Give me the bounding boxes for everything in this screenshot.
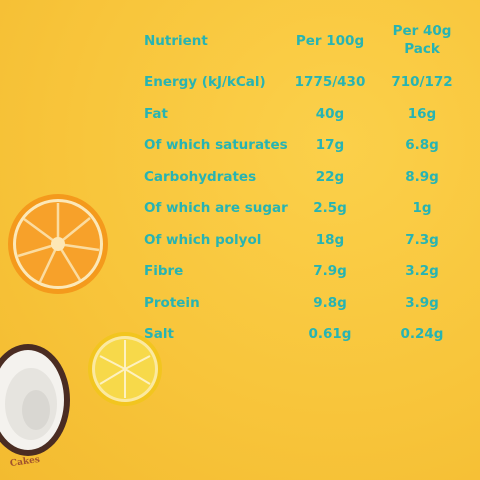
per-40g-value: 3.2g [405, 263, 439, 279]
nutrient-name: Energy (kJ/kCal) [144, 74, 266, 90]
per-40g-value: 0.24g [400, 326, 444, 342]
nutrient-name: Of which are sugar [144, 200, 288, 216]
per-40g-value: 7.3g [405, 232, 439, 248]
per-100g-value: 0.61g [308, 326, 352, 342]
per-100g-value: 2.5g [313, 200, 347, 216]
nutrient-name: Fibre [144, 263, 184, 279]
header-per-40g-pack: Per 40g Pack [392, 23, 452, 57]
per-40g-value: 710/172 [391, 74, 453, 90]
per-100g-value: 9.8g [313, 295, 347, 311]
per-100g-value: 40g [315, 106, 345, 122]
per-100g-value: 7.9g [313, 263, 347, 279]
nutrient-name: Fat [144, 106, 168, 122]
table-row: Fibre 7.9g 3.2g [144, 261, 470, 281]
table-row: Of which polyol 18g 7.3g [144, 230, 470, 250]
lemon-half-image [88, 332, 162, 406]
table-row: Fat 40g 16g [144, 104, 470, 124]
coconut-half-image [0, 344, 70, 456]
nutrient-name: Of which polyol [144, 232, 262, 248]
header-nutrient: Nutrient [144, 33, 208, 49]
table-header-row: Nutrient Per 100g Per 40g Pack [144, 23, 470, 57]
per-100g-value: 17g [315, 137, 345, 153]
nutrient-name: Salt [144, 326, 174, 342]
nutrient-name: Of which saturates [144, 137, 288, 153]
per-100g-value: 1775/430 [294, 74, 366, 90]
table-row: Energy (kJ/kCal) 1775/430 710/172 [144, 72, 470, 92]
per-40g-value: 1g [412, 200, 432, 216]
table-row: Of which saturates 17g 6.8g [144, 135, 470, 155]
nutrient-name: Carbohydrates [144, 169, 257, 185]
header-per-100g: Per 100g [295, 33, 365, 49]
per-100g-value: 22g [315, 169, 345, 185]
per-100g-value: 18g [315, 232, 345, 248]
per-40g-value: 16g [407, 106, 437, 122]
table-row: Carbohydrates 22g 8.9g [144, 167, 470, 187]
table-row: Protein 9.8g 3.9g [144, 293, 470, 313]
nutrient-name: Protein [144, 295, 200, 311]
table-row: Of which are sugar 2.5g 1g [144, 198, 470, 218]
per-40g-value: 6.8g [405, 137, 439, 153]
per-40g-value: 3.9g [405, 295, 439, 311]
per-40g-value: 8.9g [405, 169, 439, 185]
table-row: Salt 0.61g 0.24g [144, 324, 470, 344]
orange-half-image [8, 194, 108, 294]
